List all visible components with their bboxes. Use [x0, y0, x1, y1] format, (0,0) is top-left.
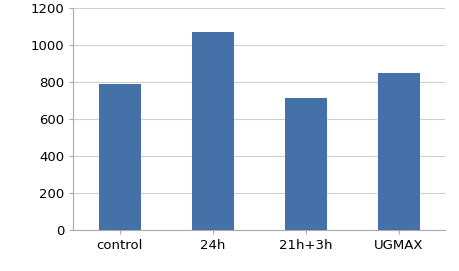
Bar: [99, 84, 141, 230]
Bar: [378, 73, 420, 230]
Bar: [285, 98, 327, 230]
Bar: [192, 32, 234, 230]
